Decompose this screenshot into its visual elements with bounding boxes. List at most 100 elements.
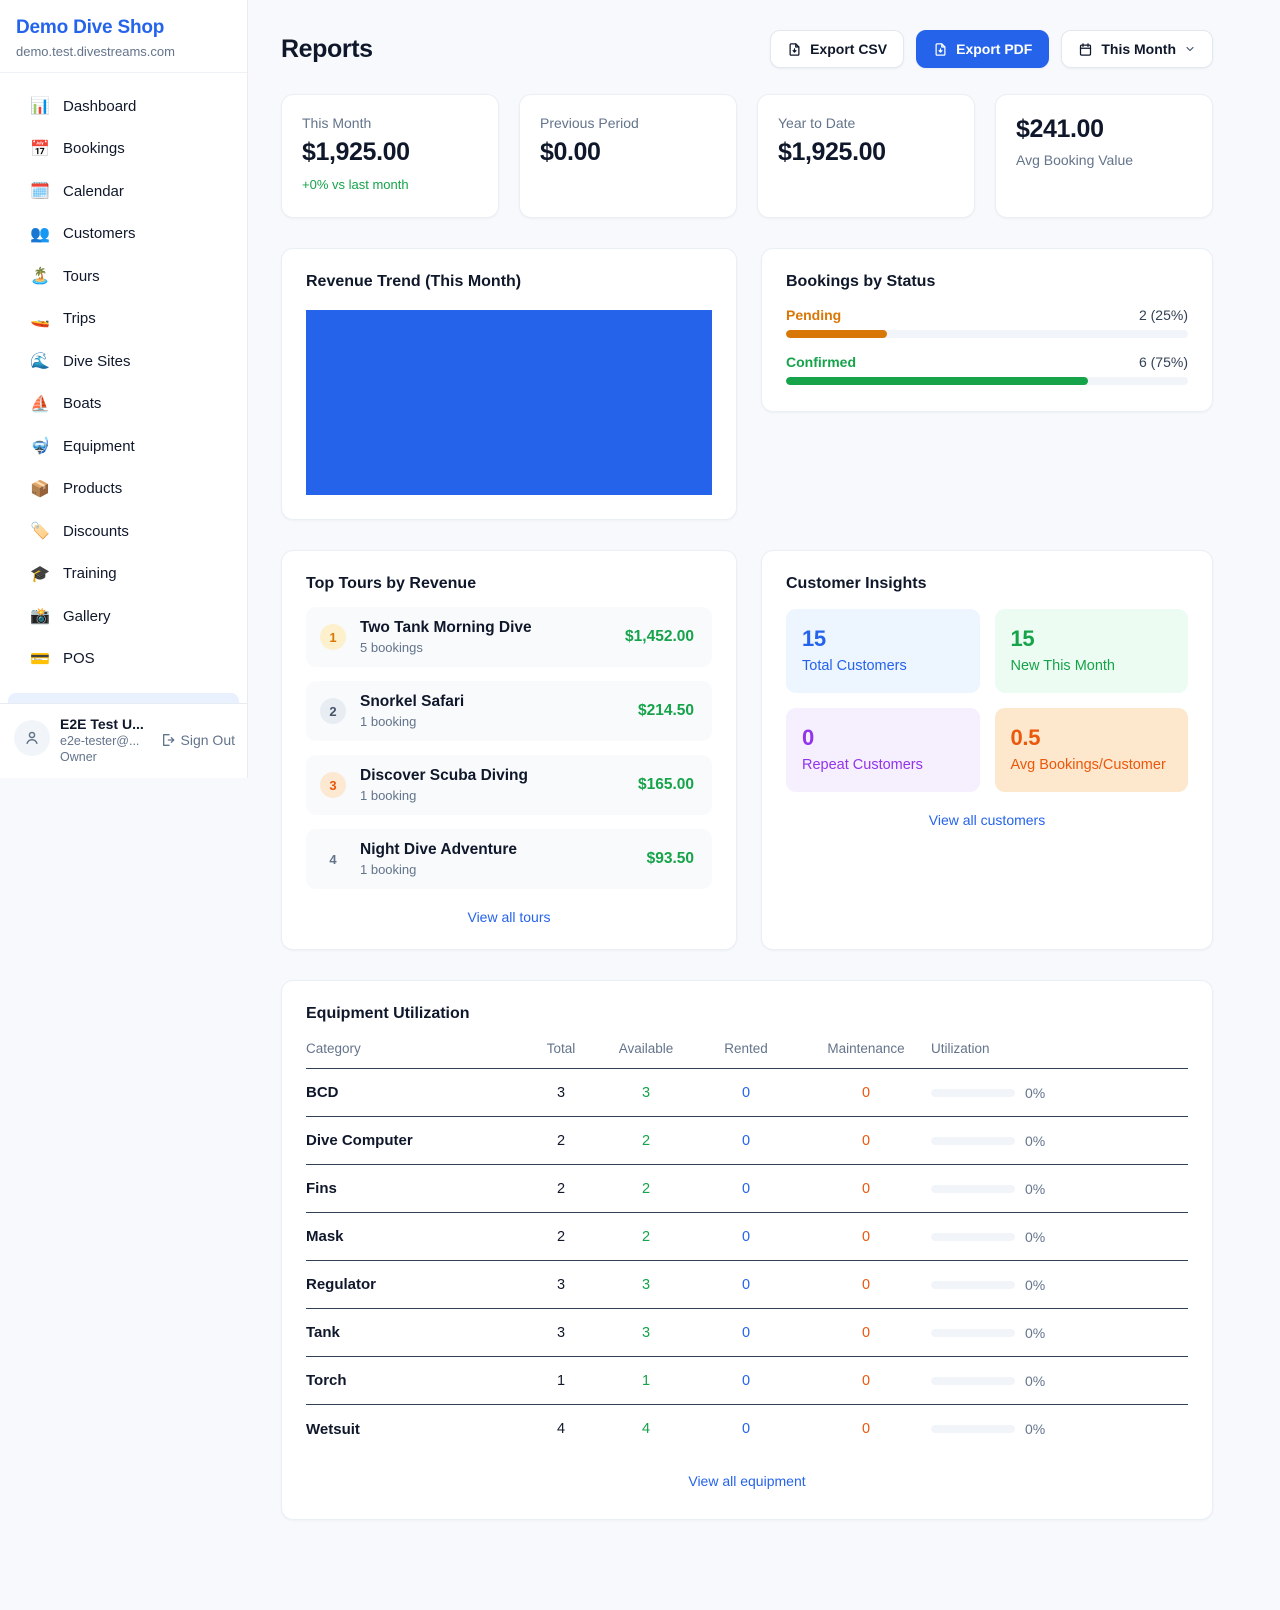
utilization-percent: 0% [1025, 1132, 1046, 1149]
customer-insights-title: Customer Insights [786, 575, 927, 592]
main-content: Reports Export CSV Export PDF This Month [248, 0, 1280, 1560]
equipment-available: 3 [641, 1324, 651, 1341]
sidebar-item-equipment[interactable]: 🤿 Equipment [0, 425, 247, 468]
tour-bookings: 1 booking [360, 788, 417, 803]
sign-out-label: Sign Out [180, 732, 235, 748]
table-row: Tank 3 3 0 0 0% [306, 1309, 1188, 1357]
graduation-cap-icon: 🎓 [30, 565, 50, 583]
equipment-category: Torch [306, 1372, 347, 1389]
status-label: Pending [786, 307, 842, 323]
column-header: Maintenance [827, 1041, 905, 1056]
sidebar-item-products[interactable]: 📦 Products [0, 468, 247, 511]
tour-amount: $1,452.00 [625, 628, 694, 645]
utilization-percent: 0% [1025, 1276, 1046, 1293]
utilization-cell: 0% [931, 1085, 1188, 1101]
utilization-bar-track [931, 1232, 1015, 1241]
sign-out-button[interactable]: Sign Out [159, 732, 235, 748]
stat-value: $1,925.00 [778, 138, 886, 166]
sidebar-user-footer: E2E Test U... e2e-tester@... Owner Sign … [0, 703, 247, 778]
utilization-percent: 0% [1025, 1372, 1046, 1389]
sidebar-item-label: Discounts [63, 522, 129, 540]
column-header: Category [306, 1041, 361, 1056]
equipment-category: Tank [306, 1324, 340, 1341]
view-all-customers-link[interactable]: View all customers [928, 812, 1046, 828]
utilization-bar-track [931, 1136, 1015, 1145]
tour-row[interactable]: 2 Snorkel Safari 1 booking $214.50 [306, 681, 712, 741]
calendar-icon [1080, 42, 1092, 56]
equipment-available: 1 [641, 1372, 651, 1389]
equipment-maintenance: 0 [861, 1180, 871, 1197]
table-row: Torch 1 1 0 0 0% [306, 1357, 1188, 1405]
equipment-total: 1 [556, 1372, 566, 1389]
sidebar-item-label: Products [63, 480, 123, 498]
tour-row[interactable]: 1 Two Tank Morning Dive 5 bookings $1,452… [306, 607, 712, 667]
header-actions: Export CSV Export PDF This Month [770, 30, 1213, 68]
equipment-total: 2 [556, 1228, 566, 1245]
view-all-tours-link[interactable]: View all tours [467, 909, 551, 925]
equipment-category: Fins [306, 1180, 337, 1197]
view-all-equipment-link[interactable]: View all equipment [688, 1473, 806, 1489]
equipment-category: Regulator [306, 1276, 377, 1293]
user-role: Owner [60, 750, 97, 764]
equipment-rented: 0 [741, 1084, 751, 1101]
table-row: Dive Computer 2 2 0 0 0% [306, 1117, 1188, 1165]
sidebar-item-discounts[interactable]: 🏷️ Discounts [0, 510, 247, 553]
insight-tiles: 15 Total Customers 15 New This Month 0 R… [786, 609, 1188, 792]
sidebar-item-label: Boats [63, 395, 102, 413]
package-icon: 📦 [30, 480, 50, 498]
calendar-icon: 🗓️ [30, 183, 50, 201]
equipment-maintenance: 0 [861, 1324, 871, 1341]
bookings-by-status-title: Bookings by Status [786, 273, 936, 290]
sidebar-header: Demo Dive Shop demo.test.divestreams.com [0, 0, 247, 73]
tour-bookings: 1 booking [360, 714, 417, 729]
sidebar-item-bookings[interactable]: 📅 Bookings [0, 128, 247, 171]
period-dropdown[interactable]: This Month [1061, 30, 1213, 68]
stat-card-avg-booking-value: $241.00 Avg Booking Value [995, 94, 1213, 218]
sidebar-item-label: Equipment [63, 437, 135, 455]
equipment-utilization-card: Equipment Utilization Category Total Ava… [281, 980, 1213, 1520]
equipment-rented: 0 [741, 1324, 751, 1341]
sidebar-item-boats[interactable]: ⛵ Boats [0, 383, 247, 426]
equipment-category: Dive Computer [306, 1132, 413, 1149]
sailboat-icon: ⛵ [30, 395, 50, 413]
tile-value: 0.5 [1010, 725, 1041, 750]
equipment-available: 2 [641, 1132, 651, 1149]
revenue-trend-title: Revenue Trend (This Month) [306, 273, 522, 290]
utilization-cell: 0% [931, 1421, 1188, 1437]
sidebar-item-dive-sites[interactable]: 🌊 Dive Sites [0, 340, 247, 383]
tour-row[interactable]: 4 Night Dive Adventure 1 booking $93.50 [306, 829, 712, 889]
equipment-rented: 0 [741, 1276, 751, 1293]
table-row: Wetsuit 4 4 0 0 0% [306, 1405, 1188, 1453]
stat-card-previous-period: Previous Period $0.00 [519, 94, 737, 218]
column-header: Available [618, 1041, 674, 1056]
tour-bookings: 5 bookings [360, 640, 423, 655]
charts-row: Revenue Trend (This Month) Bookings by S… [281, 248, 1213, 520]
rank-badge: 1 [320, 624, 346, 650]
sidebar-item-label: Bookings [63, 140, 125, 158]
export-csv-label: Export CSV [810, 41, 888, 57]
sidebar-item-training[interactable]: 🎓 Training [0, 553, 247, 596]
export-csv-button[interactable]: Export CSV [770, 30, 905, 68]
tour-row[interactable]: 3 Discover Scuba Diving 1 booking $165.00 [306, 755, 712, 815]
stat-value: $241.00 [1016, 115, 1104, 143]
dashboard-icon: 📊 [30, 98, 50, 116]
sidebar-item-gallery[interactable]: 📸 Gallery [0, 595, 247, 638]
sidebar-item-customers[interactable]: 👥 Customers [0, 213, 247, 256]
sidebar-item-dashboard[interactable]: 📊 Dashboard [0, 85, 247, 128]
utilization-bar-track [931, 1184, 1015, 1193]
tile-repeat-customers: 0 Repeat Customers [786, 708, 980, 792]
sidebar-item-tours[interactable]: 🏝️ Tours [0, 255, 247, 298]
sidebar-item-reports-active-partial[interactable] [8, 693, 239, 703]
equipment-total: 4 [556, 1421, 566, 1437]
equipment-maintenance: 0 [861, 1228, 871, 1245]
tour-name: Discover Scuba Diving [360, 767, 528, 784]
sidebar-item-pos[interactable]: 💳 POS [0, 638, 247, 681]
sidebar-item-trips[interactable]: 🚤 Trips [0, 298, 247, 341]
stat-label: Year to Date [778, 115, 856, 131]
equipment-category: Wetsuit [306, 1420, 360, 1438]
export-pdf-button[interactable]: Export PDF [916, 30, 1050, 68]
equipment-available: 3 [641, 1084, 651, 1101]
sidebar-item-calendar[interactable]: 🗓️ Calendar [0, 170, 247, 213]
tag-icon: 🏷️ [30, 523, 50, 541]
equipment-maintenance: 0 [861, 1084, 871, 1101]
